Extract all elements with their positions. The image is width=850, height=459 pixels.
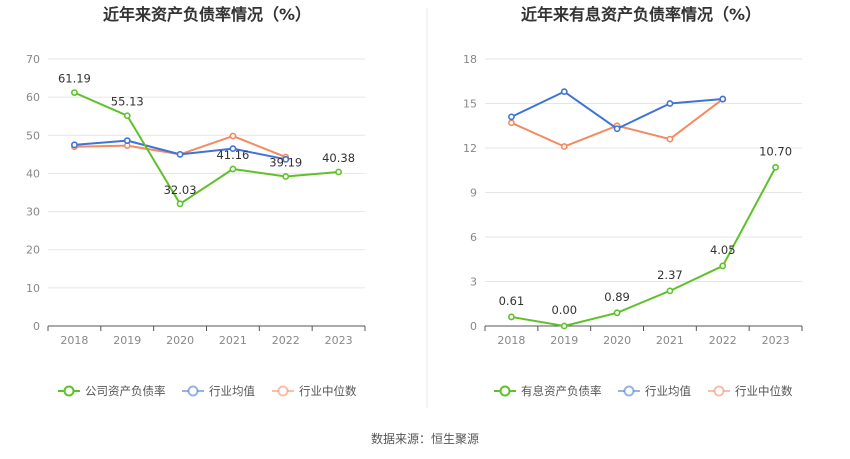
legend-item-3: 行业中位数 — [708, 384, 793, 398]
data-label: 32.03 — [164, 183, 197, 197]
x-tick-label: 2018 — [60, 334, 88, 347]
y-tick-label: 3 — [470, 276, 477, 289]
series-point-1 — [613, 309, 621, 317]
series-point-1 — [335, 168, 342, 176]
y-tick-label: 60 — [26, 91, 40, 104]
data-label: 41.16 — [216, 148, 249, 162]
x-tick-label: 2021 — [656, 334, 684, 347]
series-point-2 — [666, 100, 674, 107]
legend-item-1: 公司资产负债率 — [58, 384, 166, 398]
legend-label: 行业中位数 — [735, 384, 793, 398]
x-tick-label: 2020 — [603, 334, 631, 347]
series-point-2 — [282, 155, 290, 163]
legend-label: 行业均值 — [209, 384, 255, 398]
chart-1: 0 10 20 30 40 50 60 70 2018 2019 2020 2021 2022 2023 6… — [26, 53, 366, 398]
y-tick-label: 50 — [26, 129, 40, 142]
legend-marker — [63, 385, 75, 397]
series-point-2 — [123, 137, 131, 145]
legend-item-2: 行业均值 — [182, 384, 255, 398]
data-label: 55.13 — [111, 95, 144, 109]
series-point-1 — [508, 313, 515, 321]
series-point-2 — [229, 145, 237, 153]
legend-label: 有息资产负债率 — [521, 384, 602, 398]
y-tick-label: 40 — [26, 167, 40, 180]
legend-item-2: 行业均值 — [618, 384, 691, 398]
legend-item-3: 行业中位数 — [272, 384, 357, 398]
series-point-3 — [666, 135, 674, 143]
series-point-1 — [282, 173, 290, 180]
legend-marker — [187, 385, 199, 397]
x-tick-label: 2022 — [272, 334, 300, 347]
chart-2: 0 3 6 9 12 15 18 2018 2019 2020 2021 2022 2023 0.61 0.… — [463, 53, 803, 398]
x-tick-label: 2019 — [550, 334, 578, 347]
y-tick-label: 18 — [463, 53, 477, 66]
legend-item-1: 有息资产负债率 — [494, 384, 602, 398]
data-label: 0.61 — [499, 294, 525, 308]
series-point-1 — [666, 287, 674, 295]
series-point-1 — [71, 89, 78, 97]
x-tick-label: 2023 — [325, 334, 353, 347]
chart-2-title: 近年来有息资产负债率情况（%） — [521, 5, 761, 24]
data-label: 4.05 — [710, 243, 736, 257]
y-tick-label: 0 — [33, 320, 40, 333]
y-tick-label: 0 — [470, 320, 477, 333]
series-point-2 — [176, 150, 184, 158]
series-point-1 — [560, 322, 568, 330]
y-tick-label: 15 — [463, 98, 477, 111]
legend-label: 公司资产负债率 — [85, 384, 166, 398]
y-tick-label: 70 — [26, 53, 40, 66]
x-tick-label: 2021 — [219, 334, 247, 347]
series-point-2 — [71, 141, 78, 149]
series-point-2 — [719, 95, 727, 103]
x-tick-label: 2018 — [497, 334, 525, 347]
x-tick-label: 2020 — [166, 334, 194, 347]
series-point-2 — [613, 125, 621, 133]
legend-marker — [277, 385, 289, 397]
legend-label: 行业中位数 — [299, 384, 357, 398]
series-point-2 — [508, 113, 515, 121]
series-point-1 — [772, 163, 779, 171]
series-point-2 — [560, 88, 568, 96]
series-line-1 — [74, 91, 339, 205]
legend-marker — [713, 385, 725, 397]
series-point-1 — [229, 165, 237, 173]
x-tick-label: 2022 — [709, 334, 737, 347]
series-line-1 — [511, 166, 777, 327]
series-point-3 — [229, 132, 237, 140]
y-tick-label: 12 — [463, 142, 477, 155]
legend-label: 行业均值 — [645, 384, 691, 398]
data-label: 0.00 — [551, 303, 577, 317]
source-text: 数据来源：恒生聚源 — [371, 431, 479, 446]
legend-marker — [623, 385, 635, 397]
x-tick-label: 2019 — [113, 334, 141, 347]
y-tick-label: 30 — [26, 206, 40, 219]
data-label: 61.19 — [58, 72, 91, 86]
y-tick-label: 20 — [26, 244, 40, 257]
x-tick-label: 2023 — [762, 334, 790, 347]
series-point-3 — [560, 143, 568, 150]
series-point-1 — [719, 262, 727, 270]
y-tick-label: 10 — [26, 282, 40, 295]
legend-marker — [499, 385, 511, 397]
data-label: 0.89 — [604, 290, 630, 304]
series-point-1 — [176, 200, 184, 208]
data-label: 39.19 — [269, 156, 302, 170]
y-tick-label: 9 — [470, 187, 477, 200]
y-tick-label: 6 — [470, 231, 477, 244]
series-point-1 — [123, 112, 131, 120]
data-label: 10.70 — [759, 144, 792, 158]
data-label: 2.37 — [657, 268, 683, 282]
series-point-3 — [508, 119, 515, 127]
data-label: 40.38 — [322, 151, 355, 165]
chart-1-title: 近年来资产负债率情况（%） — [103, 5, 311, 24]
